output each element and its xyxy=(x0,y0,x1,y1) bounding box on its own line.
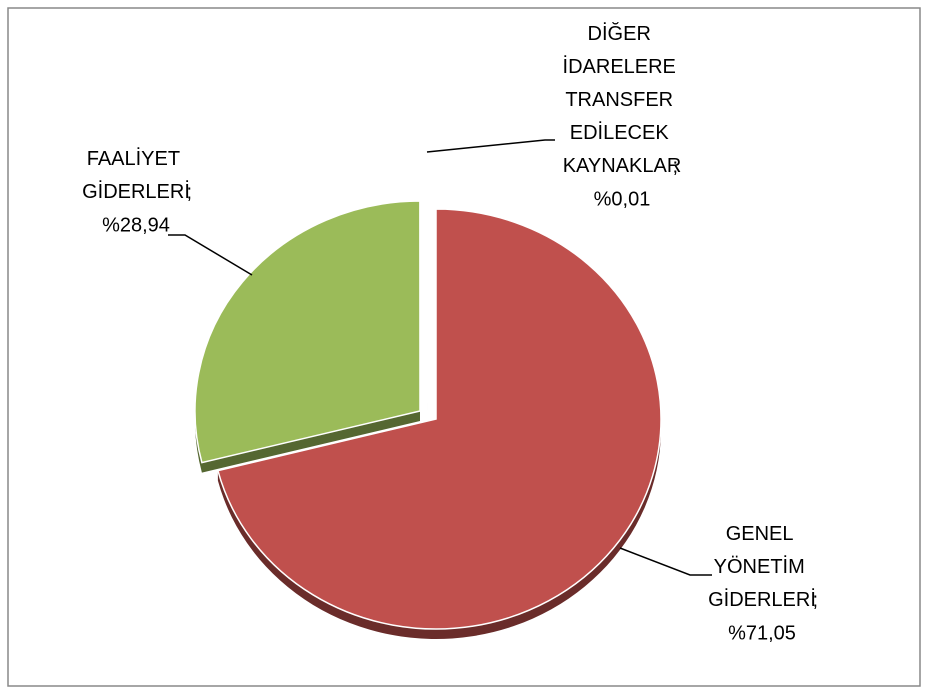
label-line: YÖNETİM xyxy=(714,555,811,578)
label-line: TRANSFER xyxy=(565,89,678,111)
label-line: GENEL xyxy=(726,523,799,545)
label-line: EDİLECEK xyxy=(570,121,674,144)
label-line: DİĞER xyxy=(588,22,657,45)
label-line: GİDERLERİ xyxy=(82,180,190,203)
label-line: FAALİYET xyxy=(87,147,186,170)
data-label-value: %71,05 xyxy=(728,622,796,644)
label-line: KAYNAKLAR xyxy=(563,155,682,177)
label-line: GİDERLERİ xyxy=(708,588,816,611)
label-separator: ; xyxy=(813,589,819,611)
data-label-value: %0,01 xyxy=(594,188,651,210)
data-label-value: %28,94 xyxy=(102,214,170,236)
label-separator: ; xyxy=(673,155,679,177)
label-line: İDARELERE xyxy=(563,55,682,78)
label-separator: ; xyxy=(187,181,193,203)
